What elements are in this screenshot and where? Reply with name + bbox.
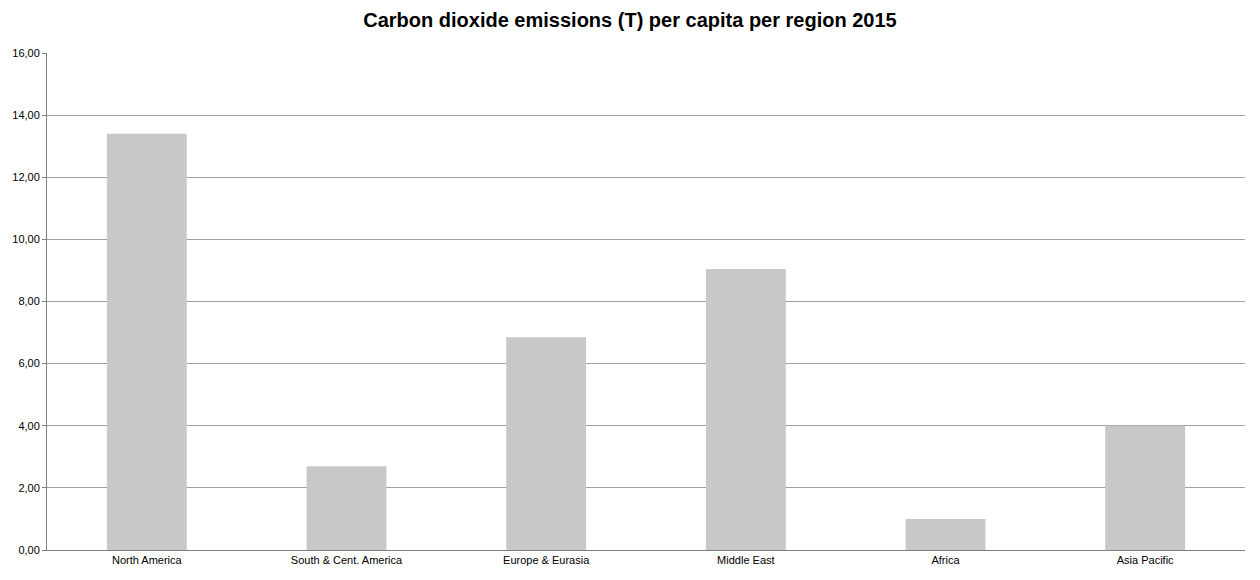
svg-text:Middle East: Middle East (717, 554, 774, 566)
svg-text:16,00: 16,00 (12, 47, 40, 59)
svg-text:10,00: 10,00 (12, 233, 40, 245)
svg-text:12,00: 12,00 (12, 171, 40, 183)
svg-text:14,00: 14,00 (12, 109, 40, 121)
svg-text:Europe & Eurasia: Europe & Eurasia (503, 554, 590, 566)
svg-text:Carbon dioxide emissions (T) p: Carbon dioxide emissions (T) per capita … (363, 9, 896, 31)
svg-text:8,00: 8,00 (18, 295, 39, 307)
svg-text:2,00: 2,00 (18, 482, 39, 494)
svg-text:6,00: 6,00 (18, 357, 39, 369)
svg-text:South & Cent. America: South & Cent. America (291, 554, 403, 566)
svg-text:North America: North America (112, 554, 183, 566)
svg-text:0,00: 0,00 (18, 544, 39, 556)
svg-text:Asia Pacific: Asia Pacific (1117, 554, 1174, 566)
svg-text:4,00: 4,00 (18, 420, 39, 432)
svg-text:Africa: Africa (931, 554, 960, 566)
